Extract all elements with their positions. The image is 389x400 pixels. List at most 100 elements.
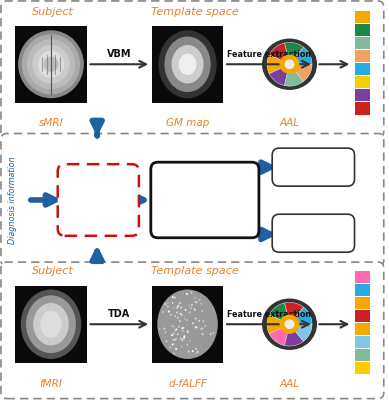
Polygon shape xyxy=(269,324,289,346)
Ellipse shape xyxy=(202,333,203,335)
Ellipse shape xyxy=(174,296,176,299)
Ellipse shape xyxy=(173,339,175,341)
Bar xyxy=(355,24,370,36)
Ellipse shape xyxy=(18,30,84,98)
Text: Subject: Subject xyxy=(32,266,74,276)
Text: fMRI: fMRI xyxy=(40,379,62,389)
Ellipse shape xyxy=(165,36,211,92)
Ellipse shape xyxy=(179,320,181,322)
Ellipse shape xyxy=(200,302,202,305)
Polygon shape xyxy=(289,64,312,81)
Polygon shape xyxy=(269,43,289,64)
Bar xyxy=(355,349,370,362)
Bar xyxy=(16,26,87,103)
Ellipse shape xyxy=(38,51,64,78)
Bar xyxy=(355,323,370,335)
Ellipse shape xyxy=(184,317,186,320)
Ellipse shape xyxy=(172,343,173,346)
Ellipse shape xyxy=(183,338,185,340)
Text: Feature extraction: Feature extraction xyxy=(227,50,311,59)
FancyBboxPatch shape xyxy=(1,1,384,138)
Ellipse shape xyxy=(196,301,197,303)
Ellipse shape xyxy=(178,302,180,304)
Ellipse shape xyxy=(181,339,183,341)
Ellipse shape xyxy=(183,330,184,332)
Text: VBM: VBM xyxy=(107,49,131,59)
Ellipse shape xyxy=(194,309,196,311)
Bar xyxy=(355,11,370,23)
Ellipse shape xyxy=(188,304,190,307)
Ellipse shape xyxy=(172,302,173,304)
FancyBboxPatch shape xyxy=(151,162,259,238)
Bar xyxy=(152,26,223,103)
Bar xyxy=(355,310,370,322)
Text: TDA: TDA xyxy=(108,309,130,319)
Ellipse shape xyxy=(180,338,182,340)
Bar xyxy=(355,63,370,75)
Ellipse shape xyxy=(173,343,175,345)
Ellipse shape xyxy=(173,352,175,354)
Text: GM map: GM map xyxy=(166,118,209,128)
Ellipse shape xyxy=(194,297,196,299)
Ellipse shape xyxy=(191,292,193,294)
FancyBboxPatch shape xyxy=(58,164,139,236)
Ellipse shape xyxy=(199,299,200,301)
Ellipse shape xyxy=(280,55,300,74)
Ellipse shape xyxy=(173,307,175,309)
Text: PANSS Correlation: PANSS Correlation xyxy=(272,229,354,238)
Ellipse shape xyxy=(176,311,178,314)
Polygon shape xyxy=(284,324,303,346)
Text: AAL: AAL xyxy=(280,379,300,389)
Ellipse shape xyxy=(185,309,186,311)
Ellipse shape xyxy=(166,340,167,342)
Ellipse shape xyxy=(183,326,184,328)
Text: Template space: Template space xyxy=(151,266,239,276)
Ellipse shape xyxy=(181,329,183,332)
Ellipse shape xyxy=(189,312,191,314)
Ellipse shape xyxy=(175,328,177,330)
Ellipse shape xyxy=(173,325,174,328)
Bar xyxy=(355,336,370,348)
Ellipse shape xyxy=(201,328,203,330)
Ellipse shape xyxy=(174,329,176,332)
Ellipse shape xyxy=(181,314,182,316)
Bar xyxy=(355,102,370,114)
Ellipse shape xyxy=(172,45,203,84)
Ellipse shape xyxy=(179,313,181,315)
Ellipse shape xyxy=(280,314,300,334)
Ellipse shape xyxy=(189,340,191,342)
Ellipse shape xyxy=(198,320,200,322)
Ellipse shape xyxy=(182,340,183,342)
Polygon shape xyxy=(269,303,289,324)
Bar xyxy=(355,50,370,62)
Ellipse shape xyxy=(205,325,206,327)
Ellipse shape xyxy=(180,315,182,317)
Ellipse shape xyxy=(196,326,197,328)
Bar xyxy=(355,89,370,102)
Ellipse shape xyxy=(163,328,165,330)
Ellipse shape xyxy=(186,293,188,295)
Ellipse shape xyxy=(194,326,196,328)
Ellipse shape xyxy=(169,346,171,348)
Polygon shape xyxy=(289,47,312,64)
Ellipse shape xyxy=(182,327,183,329)
Ellipse shape xyxy=(172,296,173,298)
Ellipse shape xyxy=(172,339,174,341)
Ellipse shape xyxy=(197,351,199,353)
Ellipse shape xyxy=(172,332,174,334)
Ellipse shape xyxy=(284,59,294,69)
Bar xyxy=(152,286,223,363)
FancyBboxPatch shape xyxy=(272,148,354,186)
Bar xyxy=(355,76,370,88)
Ellipse shape xyxy=(210,333,212,335)
Ellipse shape xyxy=(40,311,62,338)
Text: Subject: Subject xyxy=(32,7,74,17)
Ellipse shape xyxy=(175,338,177,340)
Ellipse shape xyxy=(165,303,166,305)
Ellipse shape xyxy=(176,307,178,309)
Bar xyxy=(16,286,87,363)
Ellipse shape xyxy=(27,39,75,89)
Ellipse shape xyxy=(188,351,189,353)
Ellipse shape xyxy=(202,320,204,322)
Ellipse shape xyxy=(195,318,196,320)
